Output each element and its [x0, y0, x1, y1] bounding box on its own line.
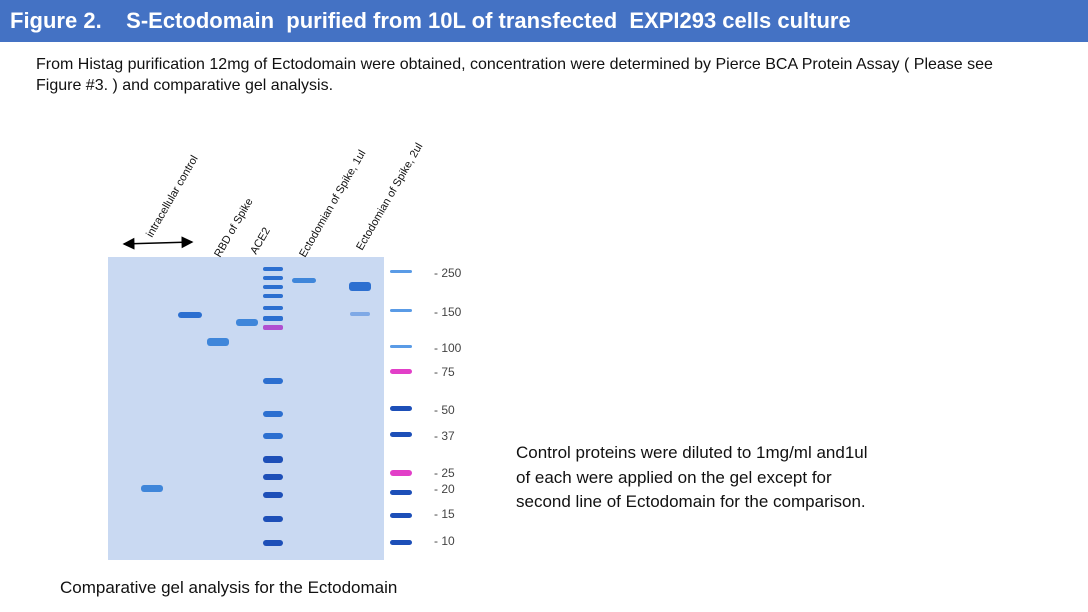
lane-label-intracellular-control: intracellular control — [144, 154, 201, 240]
figure-title: S-Ectodomain purified from 10L of transf… — [126, 8, 851, 33]
marker-label-10: - 10 — [434, 534, 455, 548]
ladder-lane — [263, 267, 283, 546]
marker-label-25: - 25 — [434, 466, 455, 480]
marker-label-250: - 250 — [434, 266, 462, 280]
gel-image: intracellular control RBD of Spike ACE2 … — [108, 141, 462, 560]
marker-reference-bands — [390, 270, 412, 545]
marker-label-37: - 37 — [434, 429, 455, 443]
band-ecto-1ul — [292, 278, 316, 283]
band-ecto-2ul — [349, 282, 371, 291]
marker-label-100: - 100 — [434, 341, 462, 355]
marker-label-15: - 15 — [434, 507, 455, 521]
band-ace2-lower — [207, 338, 229, 346]
band-ace2 — [236, 319, 258, 326]
figure-label: Figure 2. — [10, 8, 102, 33]
gel-figure: intracellular control RBD of Spike ACE2 … — [0, 120, 520, 580]
figure-title-bar: Figure 2. S-Ectodomain purified from 10L… — [0, 0, 1088, 42]
band-ecto-2ul-faint — [350, 312, 370, 316]
intro-paragraph: From Histag purification 12mg of Ectodom… — [36, 56, 993, 94]
marker-label-20: - 20 — [434, 482, 455, 496]
control-lane-arrow — [122, 236, 194, 250]
marker-label-50: - 50 — [434, 403, 455, 417]
gel-caption: Comparative gel analysis for the Ectodom… — [60, 578, 398, 597]
marker-label-75: - 75 — [434, 365, 455, 379]
gel-note: Control proteins were diluted to 1mg/ml … — [516, 443, 868, 511]
lane-label-ace2: ACE2 — [248, 226, 273, 257]
band-rbd — [178, 312, 202, 318]
marker-label-150: - 150 — [434, 305, 462, 319]
band-control — [141, 485, 163, 492]
gel-background — [108, 257, 384, 560]
